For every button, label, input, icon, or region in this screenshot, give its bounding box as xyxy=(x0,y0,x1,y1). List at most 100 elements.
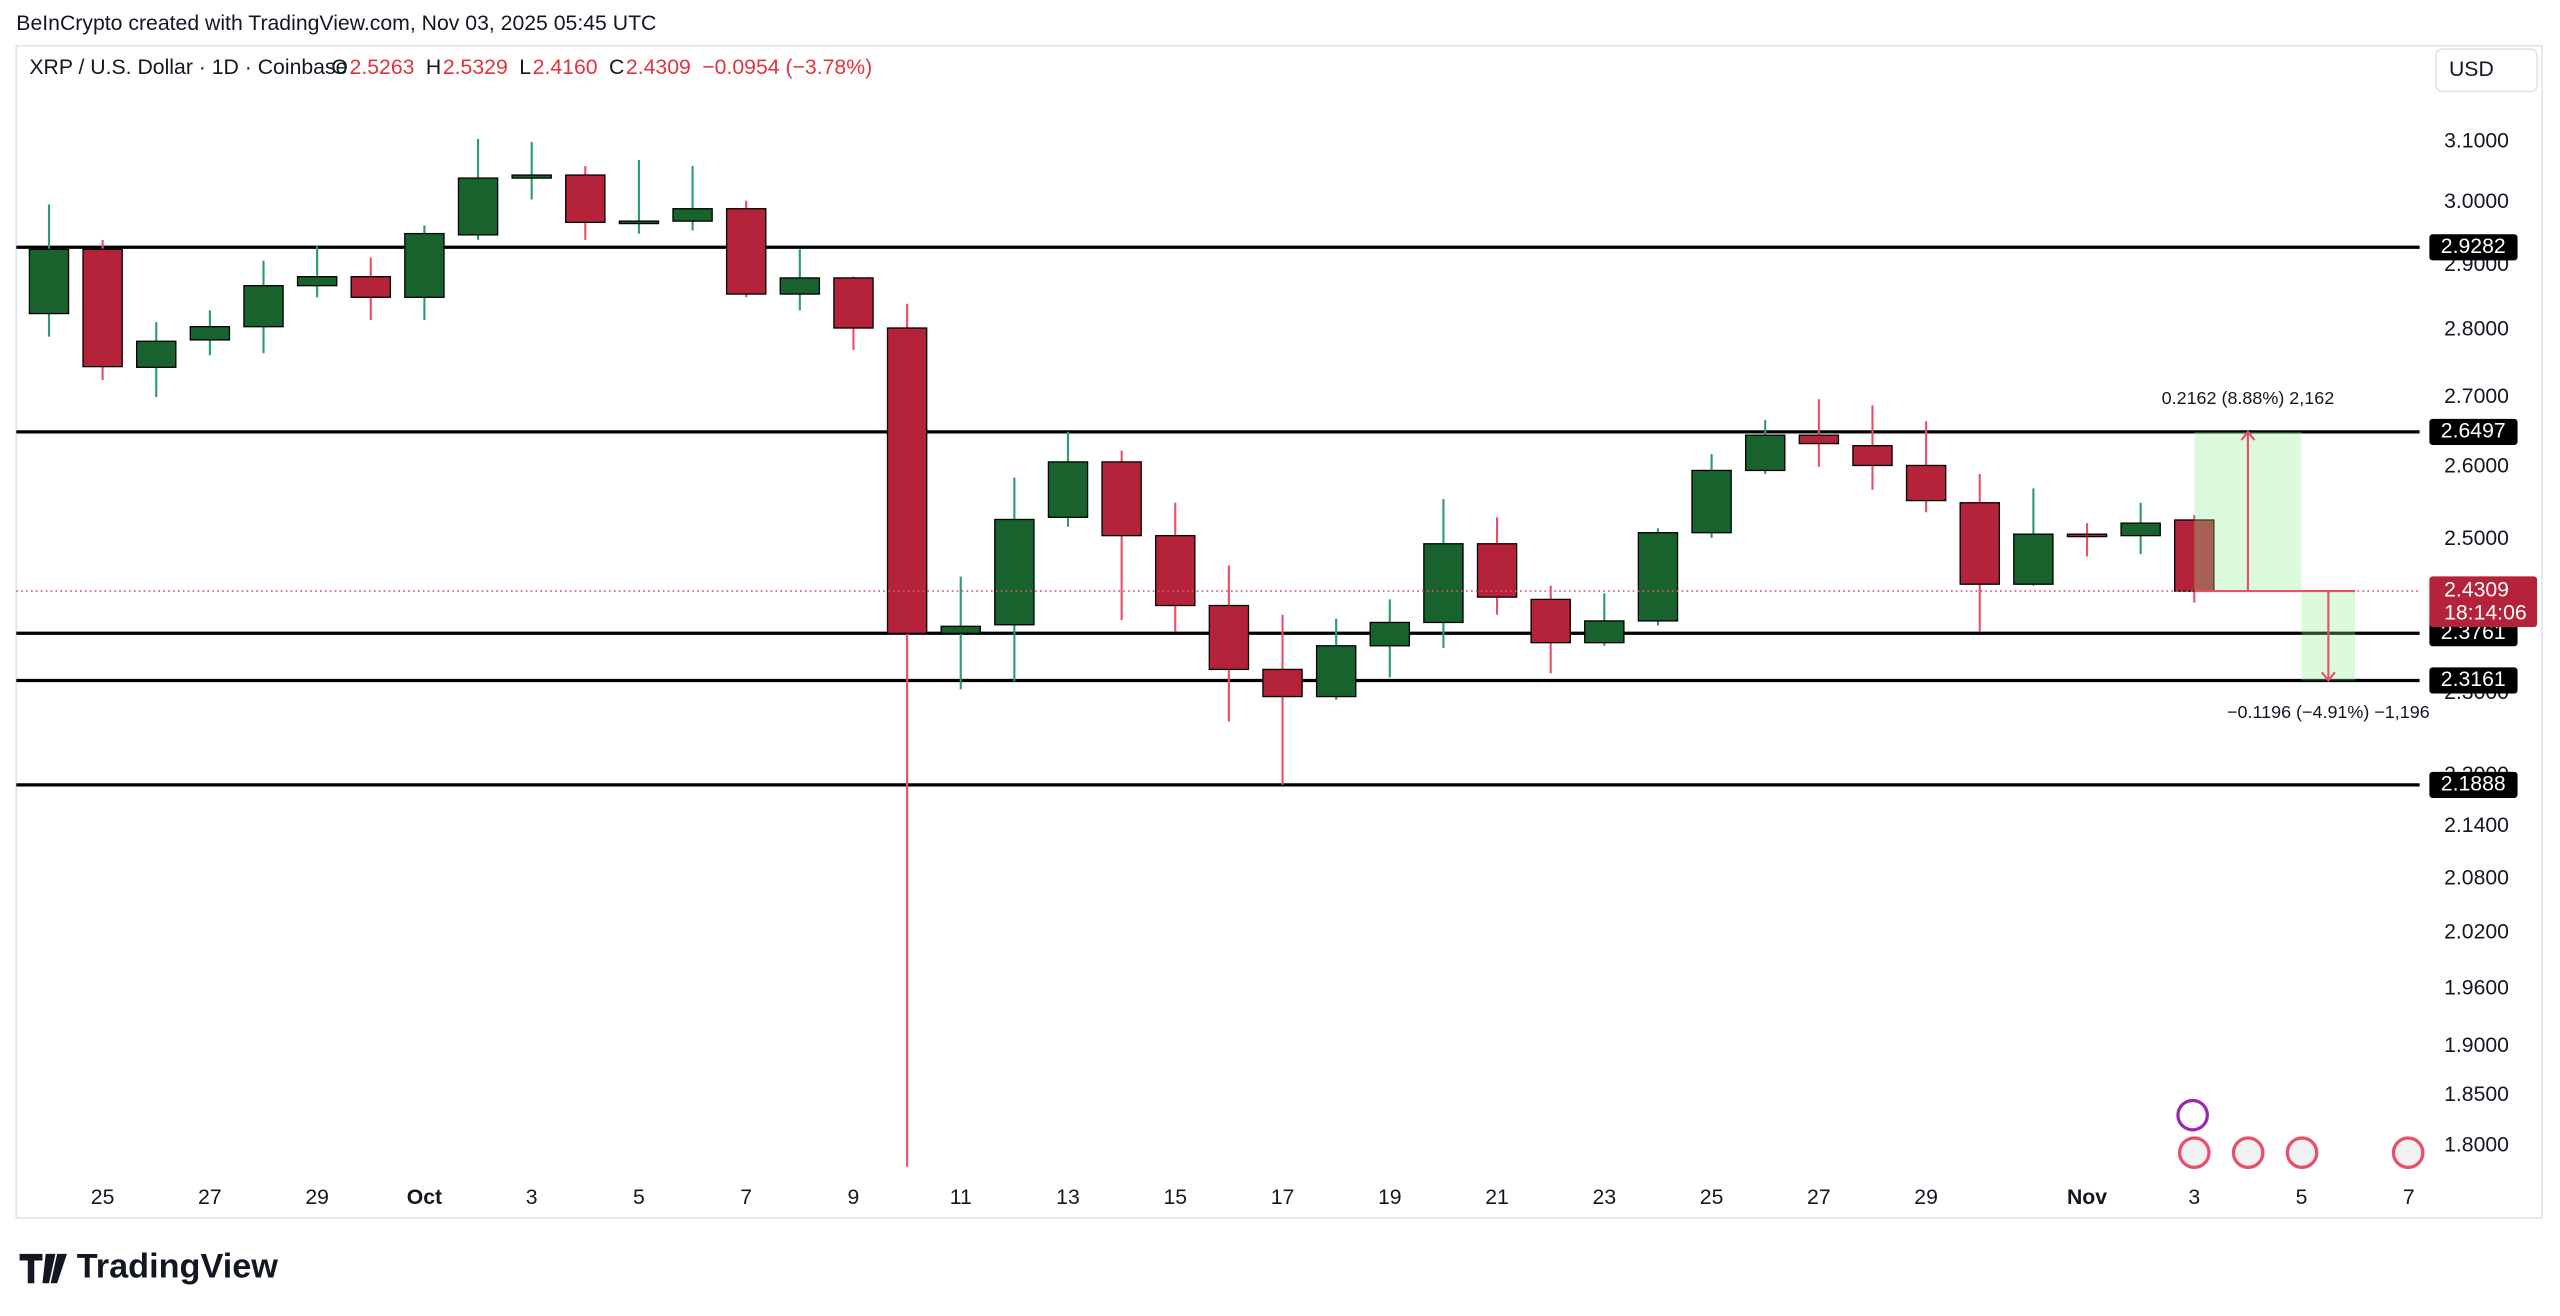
currency-button[interactable] xyxy=(2435,48,2538,93)
candle-body xyxy=(28,248,70,315)
y-tick-label: 2.0200 xyxy=(2444,921,2509,944)
x-tick-label: Oct xyxy=(407,1186,442,1209)
candle-body xyxy=(511,174,552,179)
event-icon[interactable] xyxy=(2285,1136,2319,1170)
candle-body xyxy=(2120,522,2161,537)
y-tick-label: 2.0800 xyxy=(2444,867,2509,890)
level-label: 2.3161 xyxy=(2441,668,2506,691)
event-icon[interactable] xyxy=(2391,1136,2425,1170)
candle-body xyxy=(994,518,1035,626)
candle-body xyxy=(565,174,606,224)
candle-body xyxy=(618,220,660,225)
y-tick-label: 2.7000 xyxy=(2444,385,2509,408)
currency-label[interactable]: USD xyxy=(2449,58,2494,81)
x-tick-label: 25 xyxy=(91,1186,115,1209)
candle-body xyxy=(243,285,284,328)
candle-body xyxy=(1637,532,1679,622)
candle-body xyxy=(1798,434,1840,445)
x-tick-label: 5 xyxy=(633,1186,645,1209)
candle-body xyxy=(1315,645,1357,698)
candle-body xyxy=(1262,668,1303,698)
ohlc-label: L xyxy=(519,56,531,79)
y-tick-label: 2.6000 xyxy=(2444,454,2509,477)
event-icon[interactable] xyxy=(2176,1098,2209,1132)
candle-body xyxy=(833,277,874,329)
x-tick-label: 25 xyxy=(1700,1186,1724,1209)
level-label: 2.6497 xyxy=(2441,420,2506,443)
level-label-bg xyxy=(2429,667,2518,694)
y-tick-label: 3.1000 xyxy=(2444,130,2509,153)
y-tick-label: 1.8500 xyxy=(2444,1083,2509,1106)
y-tick-label: 2.1400 xyxy=(2444,814,2509,837)
candle-body xyxy=(189,326,231,341)
ohlc-value: 2.4309 xyxy=(626,56,691,79)
candle-body xyxy=(1208,604,1250,671)
candle-body xyxy=(1476,543,1518,598)
measure-arrowhead xyxy=(2321,671,2336,683)
event-icon[interactable] xyxy=(2177,1136,2211,1170)
change: −0.0954 (−3.78%) xyxy=(702,56,872,79)
ohlc-value: 2.4160 xyxy=(533,56,598,79)
ohlc-label: H xyxy=(426,56,441,79)
candle-body xyxy=(1852,445,1893,467)
candle-body xyxy=(725,208,767,295)
candle-body xyxy=(457,177,499,236)
x-tick-label: 7 xyxy=(2403,1186,2415,1209)
candle-body xyxy=(1691,469,1732,534)
ohlc-value: 2.5329 xyxy=(443,56,508,79)
candle-body xyxy=(2066,533,2108,538)
x-tick-label: 13 xyxy=(1056,1186,1080,1209)
y-tick-label: 1.9000 xyxy=(2444,1034,2509,1057)
candle-body xyxy=(2174,519,2215,592)
ohlc-legend: O 2.5263 H 2.5329 L 2.4160 C 2.4309 −0.0954 (−3.… xyxy=(331,56,872,79)
level-label: 2.1888 xyxy=(2441,772,2506,795)
level-label-bg xyxy=(2429,771,2518,798)
candle-body xyxy=(1530,598,1571,644)
x-tick-label: 21 xyxy=(1485,1186,1509,1209)
ohlc-label: O xyxy=(331,56,348,79)
x-tick-label: 17 xyxy=(1271,1186,1295,1209)
ohlc-value: 2.5263 xyxy=(350,56,415,79)
measure-label: 0.2162 (8.88%) 2,162 xyxy=(2162,388,2335,408)
symbol: XRP / U.S. Dollar · 1D · Coinbase xyxy=(29,56,347,79)
x-tick-label: 15 xyxy=(1163,1186,1187,1209)
candle-body xyxy=(1744,434,1786,472)
candle-body xyxy=(779,277,821,295)
candle-body xyxy=(886,327,928,634)
credit: BeInCrypto created with TradingView.com,… xyxy=(16,12,656,35)
y-tick-label: 2.5000 xyxy=(2444,527,2509,550)
level-label-bg xyxy=(2429,234,2518,261)
candle-body xyxy=(350,276,392,298)
x-tick-label: 11 xyxy=(950,1186,972,1209)
last-price-label-bg xyxy=(2429,576,2538,628)
ohlc-label: C xyxy=(609,56,624,79)
logo-icon xyxy=(19,1253,67,1284)
x-tick-label: 7 xyxy=(740,1186,752,1209)
candle-body xyxy=(940,625,981,634)
candle-body xyxy=(135,340,177,368)
x-tick-label: 5 xyxy=(2296,1186,2308,1209)
candle-body xyxy=(1905,464,1947,502)
candle-body xyxy=(82,248,123,368)
x-tick-label: 3 xyxy=(2188,1186,2200,1209)
measure-arrowhead xyxy=(2240,430,2256,441)
logo: TradingView xyxy=(19,1248,278,1286)
x-tick-label: 3 xyxy=(526,1186,538,1209)
candle-body xyxy=(1155,534,1196,607)
y-tick-label: 1.8000 xyxy=(2444,1134,2509,1157)
x-tick-label: 19 xyxy=(1378,1186,1402,1209)
x-tick-label: 27 xyxy=(198,1186,222,1209)
event-icons xyxy=(2176,1098,2425,1170)
y-tick-label: 1.9600 xyxy=(2444,976,2509,999)
last-price-label: 2.4309 xyxy=(2444,579,2509,602)
x-tick-label: 27 xyxy=(1807,1186,1831,1209)
candle-body xyxy=(672,208,713,222)
x-tick-label: 23 xyxy=(1593,1186,1617,1209)
event-icon[interactable] xyxy=(2231,1136,2265,1170)
candle-body xyxy=(1423,543,1464,624)
candle-body xyxy=(296,276,338,287)
measure-label: −0.1196 (−4.91%) −1,196 xyxy=(2227,702,2430,722)
